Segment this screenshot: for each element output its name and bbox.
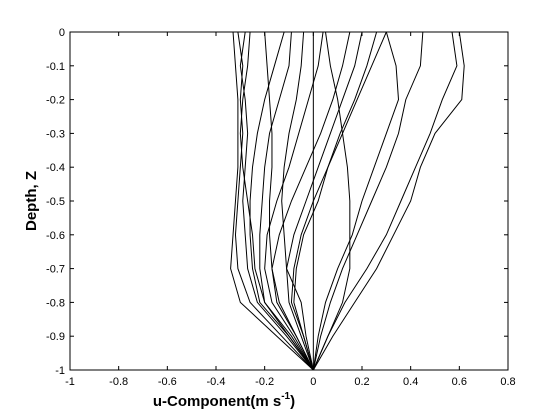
x-tick-label: 0.6	[452, 376, 467, 388]
y-tick-label: 0	[59, 27, 65, 39]
y-axis-label: Depth, Z	[23, 171, 40, 231]
y-tick-label: -0.8	[46, 297, 65, 309]
x-tick-label: 0.8	[500, 376, 515, 388]
profile-line	[271, 31, 351, 371]
y-tick-label: -0.7	[46, 264, 65, 276]
profile-line	[312, 31, 424, 371]
y-tick-label: -0.4	[46, 162, 65, 174]
profile-line	[312, 31, 458, 371]
profile-line	[249, 31, 314, 371]
profile-line	[290, 31, 387, 371]
x-tick-label: -0.4	[207, 376, 226, 388]
x-tick-label: -0.8	[109, 376, 128, 388]
profile-line	[264, 31, 324, 371]
x-tick-label: -0.2	[255, 376, 274, 388]
y-tick-label: -0.6	[46, 230, 65, 242]
profile-line	[312, 31, 400, 371]
x-tick-label: 0	[310, 376, 316, 388]
x-label-end: )	[290, 393, 295, 410]
profile-line	[286, 31, 363, 371]
profile-line	[281, 31, 314, 371]
plot-frame	[69, 31, 509, 371]
y-tick-label: -0.5	[46, 196, 65, 208]
profile-line	[234, 31, 314, 371]
x-tick-label: -0.6	[158, 376, 177, 388]
y-tick-label: -0.3	[46, 128, 65, 140]
profile-line	[312, 31, 351, 371]
profile-line	[312, 31, 465, 371]
x-tick-label: -1	[65, 376, 75, 388]
profile-line	[239, 31, 314, 371]
x-tick-label: 0.2	[354, 376, 369, 388]
y-tick-label: -1	[55, 365, 65, 377]
x-label-sup: -1	[281, 391, 290, 402]
x-label-main: u-Component(m s	[153, 393, 281, 410]
y-tick-label: -0.9	[46, 331, 65, 343]
x-axis-label: u-Component(m s-1)	[153, 391, 295, 410]
x-tick-label: 0.4	[403, 376, 418, 388]
profile-line	[293, 31, 378, 371]
y-tick-label: -0.2	[46, 95, 65, 107]
profile-line	[230, 31, 314, 371]
profile-line	[239, 31, 314, 371]
profile-line	[264, 31, 314, 371]
profile-line	[259, 31, 314, 371]
y-tick-label: -0.1	[46, 61, 65, 73]
